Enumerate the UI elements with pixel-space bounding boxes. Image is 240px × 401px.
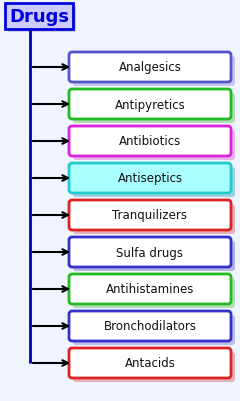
FancyBboxPatch shape	[73, 241, 235, 271]
FancyBboxPatch shape	[5, 4, 73, 30]
FancyBboxPatch shape	[69, 274, 231, 304]
Text: Antiseptics: Antiseptics	[117, 172, 183, 185]
FancyBboxPatch shape	[69, 164, 231, 194]
Text: Analgesics: Analgesics	[119, 61, 181, 74]
Text: Antihistamines: Antihistamines	[106, 283, 194, 296]
FancyBboxPatch shape	[69, 90, 231, 120]
Text: Tranquilizers: Tranquilizers	[113, 209, 187, 222]
FancyBboxPatch shape	[69, 237, 231, 267]
Text: Antibiotics: Antibiotics	[119, 135, 181, 148]
Text: Sulfa drugs: Sulfa drugs	[116, 246, 184, 259]
FancyBboxPatch shape	[73, 315, 235, 345]
FancyBboxPatch shape	[69, 127, 231, 157]
FancyBboxPatch shape	[73, 205, 235, 235]
Text: Antacids: Antacids	[125, 356, 175, 370]
FancyBboxPatch shape	[73, 131, 235, 160]
FancyBboxPatch shape	[73, 168, 235, 198]
FancyBboxPatch shape	[69, 200, 231, 231]
FancyBboxPatch shape	[73, 352, 235, 382]
FancyBboxPatch shape	[73, 57, 235, 87]
Text: Antipyretics: Antipyretics	[115, 98, 185, 111]
FancyBboxPatch shape	[8, 7, 76, 33]
FancyBboxPatch shape	[73, 278, 235, 308]
FancyBboxPatch shape	[69, 348, 231, 378]
FancyBboxPatch shape	[69, 311, 231, 341]
Text: Drugs: Drugs	[9, 8, 69, 26]
FancyBboxPatch shape	[69, 53, 231, 83]
Text: Bronchodilators: Bronchodilators	[103, 320, 197, 333]
FancyBboxPatch shape	[73, 94, 235, 124]
